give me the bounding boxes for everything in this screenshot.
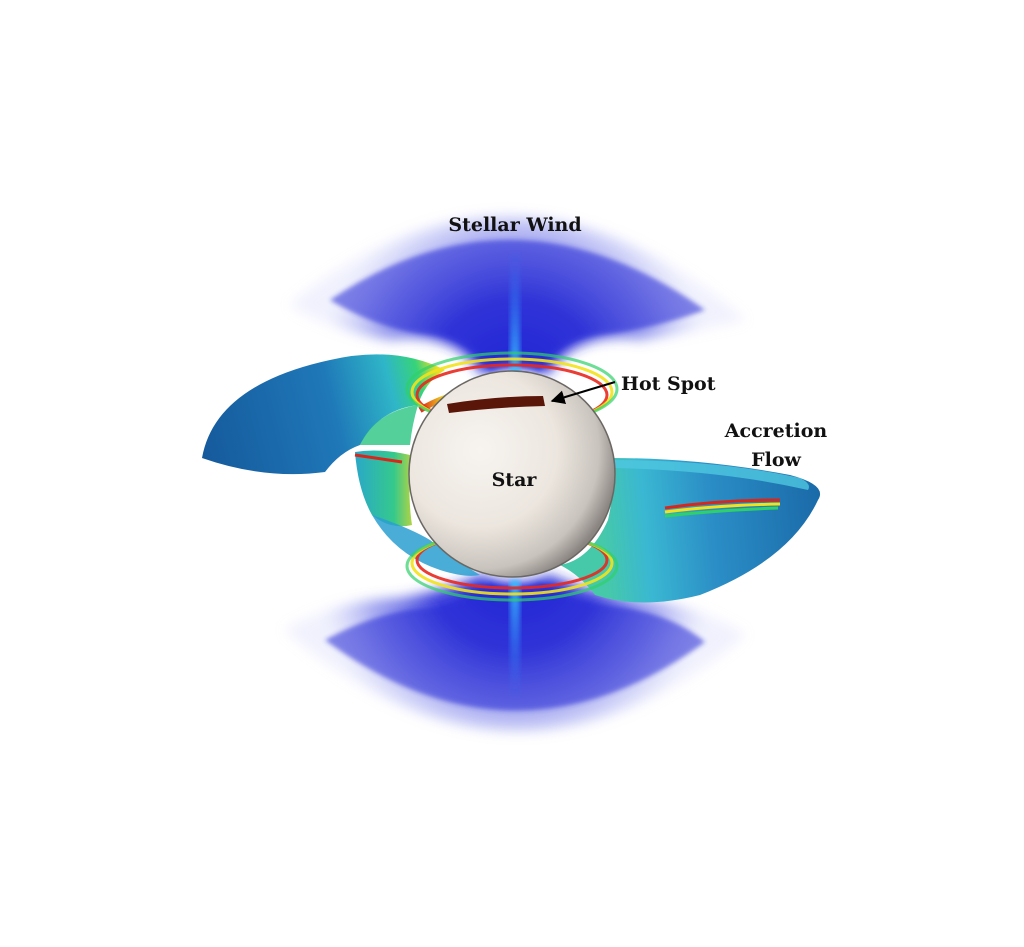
stellar-wind-bottom-lobe — [285, 575, 745, 732]
accretion-flow-label-line1: Accretion — [724, 420, 828, 442]
star — [408, 370, 616, 578]
stellar-wind-label: Stellar Wind — [448, 214, 581, 236]
accretion-flow-label-line2: Flow — [751, 449, 801, 471]
hot-spot-label: Hot Spot — [621, 373, 716, 395]
polar-accretion-rings — [405, 351, 619, 602]
star-label: Star — [492, 469, 538, 491]
accretion-flow-right — [560, 458, 821, 603]
hot-spot-arrow — [550, 381, 616, 405]
stellar-wind-top-lobe — [290, 216, 745, 375]
hot-spot — [447, 396, 545, 413]
